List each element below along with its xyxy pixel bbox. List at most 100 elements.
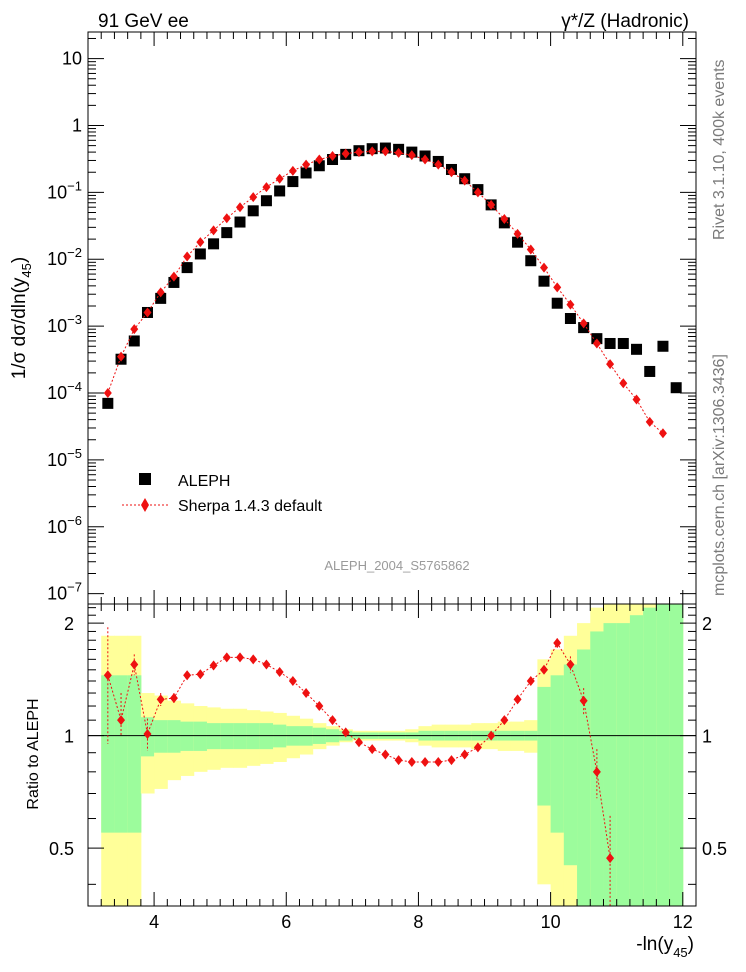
ratio-sherpa-point bbox=[288, 676, 297, 687]
main-y-axis-label: 1/σ dσ/dln(y45) bbox=[9, 257, 34, 379]
aleph-point bbox=[274, 185, 286, 197]
ratio-band-green bbox=[537, 686, 552, 806]
ratio-sherpa-point bbox=[328, 715, 337, 726]
ratio-sherpa-point bbox=[143, 728, 152, 739]
ratio-band-green bbox=[101, 675, 115, 833]
sherpa-point bbox=[196, 237, 205, 248]
ratio-band-green bbox=[220, 723, 234, 750]
ratio-sherpa-point bbox=[540, 664, 548, 675]
sherpa-point bbox=[658, 428, 667, 439]
ratio-sherpa-point bbox=[473, 742, 482, 753]
aleph-point bbox=[512, 236, 524, 248]
ratio-sherpa-point bbox=[421, 756, 430, 767]
ratio-sherpa-point bbox=[169, 693, 178, 704]
ratio-y-axis-label: Ratio to ALEPH bbox=[25, 698, 42, 809]
aleph-point bbox=[670, 382, 682, 394]
sherpa-point bbox=[513, 228, 522, 239]
ratio-y-tick-label-left: 2 bbox=[64, 614, 74, 634]
ratio-y-tick-label-right: 0.5 bbox=[702, 839, 727, 859]
ratio-sherpa-point bbox=[183, 670, 192, 681]
ratio-sherpa-point bbox=[460, 749, 469, 760]
analysis-label: ALEPH_2004_S5765862 bbox=[324, 558, 469, 573]
ratio-sherpa-point bbox=[236, 652, 244, 663]
x-axis-label-text: -ln(y bbox=[636, 934, 673, 955]
sherpa-point bbox=[354, 147, 363, 158]
x-axis-label: -ln(y45) bbox=[636, 934, 694, 960]
sherpa-point bbox=[302, 159, 311, 170]
aleph-point bbox=[300, 167, 312, 179]
sherpa-point bbox=[394, 147, 403, 158]
sherpa-point bbox=[156, 287, 165, 298]
ratio-frame bbox=[87, 603, 697, 907]
aleph-point bbox=[168, 276, 180, 288]
legend: ALEPH Sherpa 1.4.3 default bbox=[122, 473, 323, 515]
ratio-band-green bbox=[603, 623, 618, 906]
sherpa-point bbox=[579, 318, 588, 329]
sherpa-point bbox=[632, 394, 641, 405]
aleph-point bbox=[604, 337, 616, 349]
sherpa-point bbox=[645, 416, 654, 427]
sherpa-point bbox=[606, 359, 615, 370]
sherpa-point bbox=[169, 271, 178, 282]
ratio-sherpa-point bbox=[156, 694, 165, 705]
ratio-y-tick-label-left: 1 bbox=[64, 727, 74, 747]
sherpa-point bbox=[262, 182, 271, 193]
sherpa-point bbox=[143, 307, 152, 318]
ratio-sherpa-point bbox=[196, 669, 205, 680]
header-right-label: γ*/Z (Hadronic) bbox=[561, 11, 689, 32]
main-data-marks bbox=[102, 142, 682, 439]
ratio-axes: 0.5 0.51 12 24 6 8 10 12 bbox=[49, 604, 727, 932]
aleph-point bbox=[631, 343, 643, 355]
ratio-panel: 0.5 0.51 12 24 6 8 10 12 bbox=[49, 603, 727, 932]
sherpa-point bbox=[209, 225, 218, 236]
sherpa-point bbox=[275, 173, 284, 184]
ratio-y-tick-label-left: 0.5 bbox=[49, 839, 74, 859]
mcplots-label: mcplots.cern.ch [arXiv:1306.3436] bbox=[711, 354, 728, 596]
aleph-point bbox=[313, 160, 325, 172]
ratio-data-marks bbox=[103, 627, 615, 906]
ratio-band-green bbox=[246, 723, 261, 750]
ratio-band-green bbox=[114, 675, 129, 833]
aleph-point bbox=[287, 176, 299, 188]
aleph-point bbox=[155, 292, 167, 304]
ratio-band-green bbox=[233, 723, 248, 750]
ratio-sherpa-point bbox=[579, 695, 588, 706]
main-y-tick-label: 10−6 bbox=[47, 513, 82, 537]
ratio-sherpa-point bbox=[341, 727, 350, 738]
aleph-point bbox=[551, 297, 563, 309]
sherpa-point bbox=[421, 154, 430, 165]
sherpa-point bbox=[526, 244, 535, 255]
ratio-band-green bbox=[154, 720, 168, 753]
ratio-sherpa-point bbox=[262, 659, 271, 670]
ratio-sherpa-point bbox=[553, 637, 562, 648]
aleph-point bbox=[208, 238, 220, 250]
ratio-sherpa-point bbox=[275, 666, 284, 677]
aleph-point bbox=[538, 275, 550, 287]
ratio-sherpa-point bbox=[434, 756, 443, 767]
main-frame bbox=[87, 31, 697, 605]
aleph-point bbox=[221, 227, 233, 239]
ratio-sherpa-point bbox=[407, 756, 416, 767]
legend-marker-sherpa bbox=[141, 498, 149, 512]
ratio-sherpa-point bbox=[487, 730, 496, 741]
main-y-tick-label: 10−3 bbox=[47, 312, 82, 336]
ratio-sherpa-point bbox=[315, 701, 324, 712]
ratio-sherpa-point bbox=[249, 654, 258, 665]
x-tick-label: 12 bbox=[673, 912, 693, 932]
main-axes: 10−7 10−6 10−5 10−4 10−3 10−2 10−1 1 10 bbox=[47, 32, 696, 604]
ratio-band-green bbox=[577, 649, 591, 906]
main-panel: 10−7 10−6 10−5 10−4 10−3 10−2 10−1 1 10 ALEPH_20… bbox=[47, 31, 697, 605]
sherpa-point bbox=[381, 146, 390, 157]
ratio-band-green bbox=[656, 604, 671, 906]
main-y-tick-label: 10−7 bbox=[47, 580, 82, 604]
ratio-band-green bbox=[550, 675, 565, 833]
main-y-tick-label: 10−5 bbox=[47, 446, 82, 470]
ratio-band-green bbox=[193, 721, 208, 751]
ratio-sherpa-point bbox=[513, 694, 522, 705]
sherpa-point bbox=[553, 282, 562, 293]
sherpa-point bbox=[434, 159, 443, 170]
x-tick-label: 10 bbox=[541, 912, 561, 932]
sherpa-point bbox=[500, 213, 509, 224]
aleph-point bbox=[564, 313, 576, 325]
sherpa-point bbox=[117, 351, 126, 362]
